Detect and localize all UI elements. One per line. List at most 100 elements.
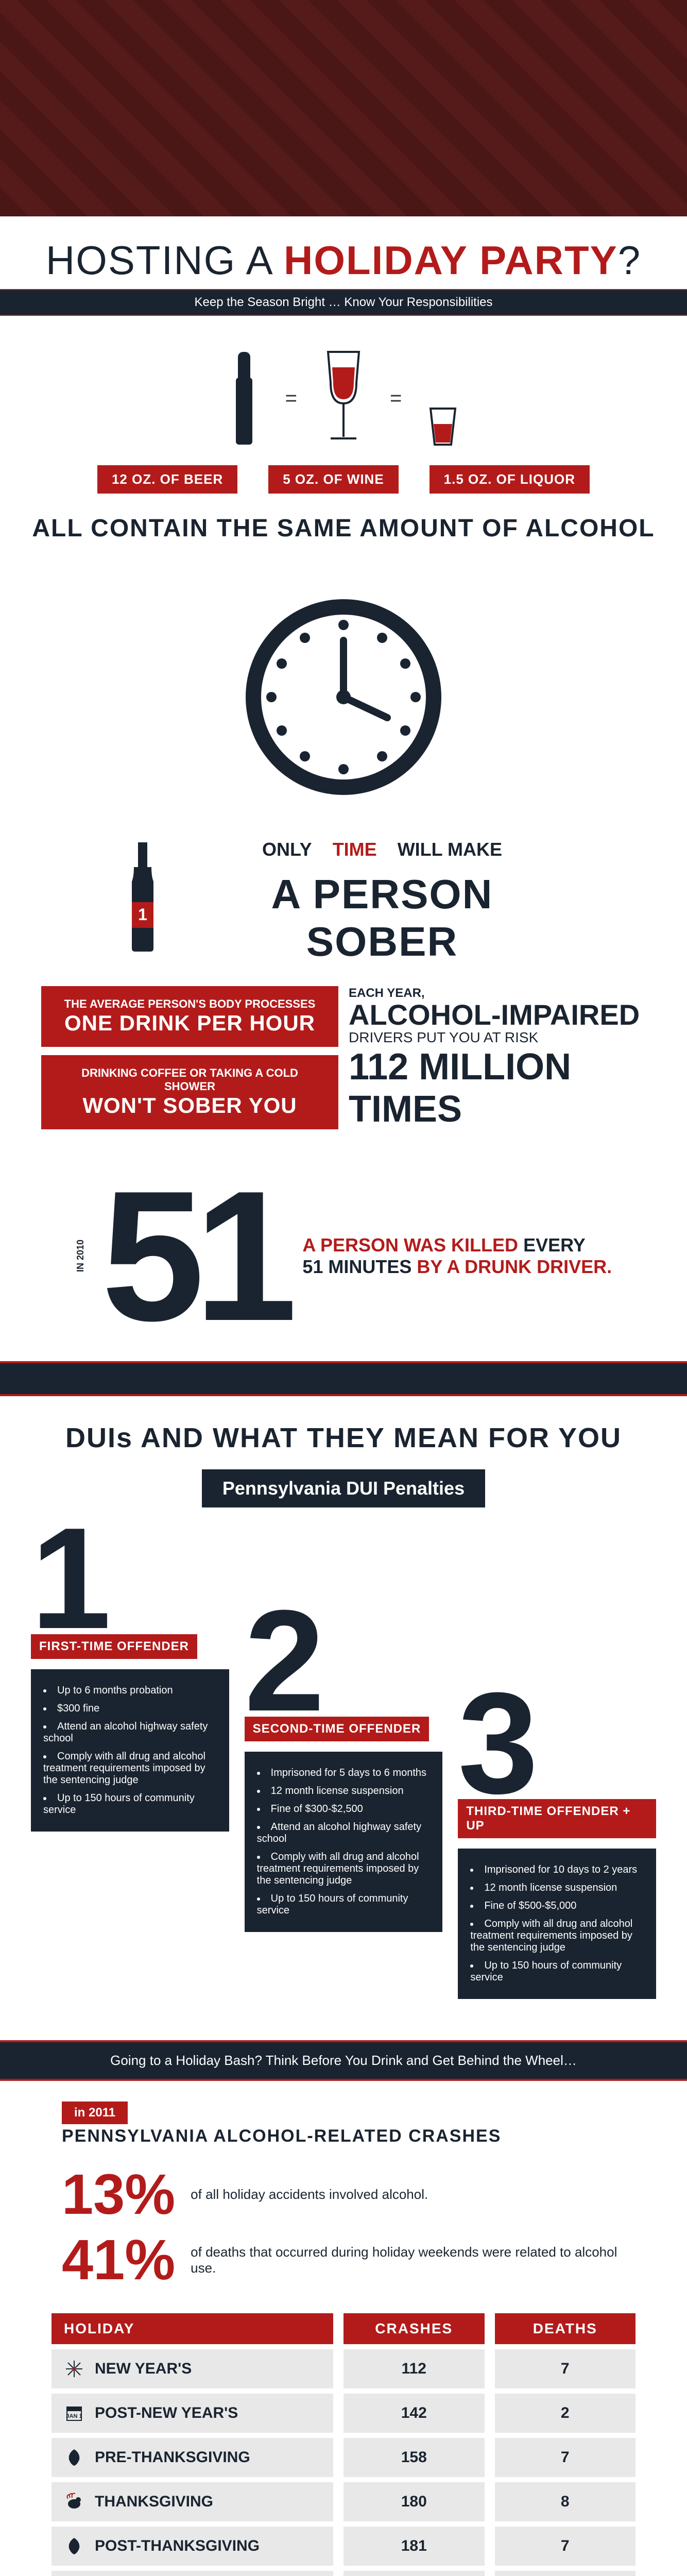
th-holiday: HOLIDAY [51, 2313, 333, 2344]
drinks-caption: ALL CONTAIN THE SAME AMOUNT OF ALCOHOL [0, 504, 687, 568]
fact-one-drink: THE AVERAGE PERSON'S BODY PROCESSES ONE … [41, 986, 338, 1047]
fact-l1-small: THE AVERAGE PERSON'S BODY PROCESSES [57, 997, 323, 1011]
table-row: PRE-CHRISTMAS 162 6 [0, 2571, 687, 2576]
cell-holiday: PRE-THANKSGIVING [51, 2438, 333, 2477]
turkey-icon [64, 2492, 84, 2512]
stat-text: of all holiday accidents involved alcoho… [191, 2187, 428, 2202]
cell-holiday: THANKSGIVING [51, 2482, 333, 2521]
penalty-item: Comply with all drug and alcohol treatme… [43, 1748, 217, 1789]
table-row: POST-THANKSGIVING 181 7 [0, 2527, 687, 2566]
cell-deaths: 7 [495, 2527, 636, 2566]
cell-deaths: 7 [495, 2349, 636, 2388]
penalty-col: 2 SECOND-TIME OFFENDER Imprisoned for 5 … [245, 1611, 443, 1932]
drink-labels: 12 OZ. OF BEER 5 OZ. OF WINE 1.5 OZ. OF … [0, 465, 687, 504]
infographic-page: HOSTING A HOLIDAY PARTY? Keep the Season… [0, 0, 687, 2576]
stat-text: of deaths that occurred during holiday w… [191, 2244, 625, 2276]
calendar-icon: JAN 1 [64, 2403, 84, 2424]
penalty-list: Imprisoned for 5 days to 6 months12 mont… [245, 1752, 443, 1932]
subtitle-band: Keep the Season Bright … Know Your Respo… [0, 289, 687, 316]
penalty-item: 12 month license suspension [470, 1879, 644, 1897]
equals-sign: = [285, 387, 297, 410]
table-row: NEW YEAR'S 112 7 [0, 2349, 687, 2388]
cell-holiday: POST-THANKSGIVING [51, 2527, 333, 2566]
table-row: THANKSGIVING 180 8 [0, 2482, 687, 2521]
svg-text:JAN 1: JAN 1 [66, 2413, 82, 2419]
cell-deaths: 8 [495, 2482, 636, 2521]
cell-crashes: 158 [343, 2438, 485, 2477]
penalty-label: THIRD-TIME OFFENDER + UP [458, 1799, 656, 1838]
hero-photo [0, 0, 687, 216]
crash-table: NEW YEAR'S 112 7 JAN 1 POST-NEW YEAR'S 1… [0, 2349, 687, 2576]
cell-holiday: PRE-CHRISTMAS [51, 2571, 333, 2576]
holiday-name: POST-THANKSGIVING [95, 2537, 260, 2555]
fact-r-l2: ALCOHOL-IMPAIRED [349, 1001, 646, 1029]
fact-r-l3: DRIVERS PUT YOU AT RISK [349, 1029, 646, 1046]
penalty-item: Comply with all drug and alcohol treatme… [257, 1848, 431, 1890]
time-label: TIME [333, 839, 377, 860]
leaf-icon [64, 2536, 84, 2556]
stat-51: IN 2010 51 A PERSON WAS KILLED EVERY 51 … [0, 1151, 687, 1361]
stat-51-text: A PERSON WAS KILLED EVERY 51 MINUTES BY … [302, 1234, 612, 1278]
dui-title: DUIs AND WHAT THEY MEAN FOR YOU [0, 1396, 687, 1469]
cell-crashes: 180 [343, 2482, 485, 2521]
will-label: WILL MAKE [398, 839, 502, 860]
fact-l2-small: DRINKING COFFEE OR TAKING A COLD SHOWER [57, 1066, 323, 1093]
fact-r-l4: 112 MILLION TIMES [349, 1046, 646, 1130]
stat-51-tc: 51 MINUTES [302, 1256, 417, 1277]
bottle-icon: 1 [125, 840, 161, 954]
stat-row: 13% of all holiday accidents involved al… [0, 2162, 687, 2227]
cell-holiday: JAN 1 POST-NEW YEAR'S [51, 2394, 333, 2433]
liquor-label: 1.5 OZ. OF LIQUOR [430, 465, 590, 494]
fact-l2-big: WON'T SOBER YOU [57, 1093, 323, 1118]
penalty-number: 3 [458, 1693, 656, 1794]
penalty-item: Up to 150 hours of community service [257, 1890, 431, 1920]
facts-grid: THE AVERAGE PERSON'S BODY PROCESSES ONE … [0, 965, 687, 1151]
penalty-item: 12 month license suspension [257, 1782, 431, 1800]
clock-icon [235, 589, 452, 805]
penalty-item: Up to 6 months probation [43, 1682, 217, 1700]
divider-band [0, 1361, 687, 1396]
title-em: HOLIDAY PARTY [284, 238, 618, 283]
title-post: ? [618, 238, 641, 283]
title-pre: HOSTING A [46, 238, 284, 283]
svg-text:1: 1 [138, 905, 147, 924]
penalty-label: FIRST-TIME OFFENDER [31, 1634, 197, 1659]
cell-crashes: 112 [343, 2349, 485, 2388]
fact-wont-sober: DRINKING COFFEE OR TAKING A COLD SHOWER … [41, 1055, 338, 1129]
cell-crashes: 162 [343, 2571, 485, 2576]
penalty-col: 3 THIRD-TIME OFFENDER + UP Imprisoned fo… [458, 1693, 656, 1999]
stat-51-number: 51 [101, 1182, 287, 1330]
penalty-item: Comply with all drug and alcohol treatme… [470, 1915, 644, 1957]
penalty-label: SECOND-TIME OFFENDER [245, 1717, 430, 1741]
main-title: HOSTING A HOLIDAY PARTY? [0, 216, 687, 289]
stat-percent: 41% [62, 2227, 175, 2293]
penalty-item: Attend an alcohol highway safety school [257, 1818, 431, 1848]
penalty-item: Up to 150 hours of community service [470, 1957, 644, 1987]
stat-51-td: BY A DRUNK DRIVER. [417, 1256, 612, 1277]
penalty-item: Fine of $500-$5,000 [470, 1897, 644, 1915]
cell-deaths: 6 [495, 2571, 636, 2576]
penalty-item: Up to 150 hours of community service [43, 1789, 217, 1819]
leaf-icon [64, 2447, 84, 2468]
bash-band: Going to a Holiday Bash? Think Before Yo… [0, 2040, 687, 2081]
penalty-col: 1 FIRST-TIME OFFENDER Up to 6 months pro… [31, 1528, 229, 1832]
bash-subtitle: PENNSYLVANIA ALCOHOL-RELATED CRASHES [0, 2124, 687, 2162]
penalty-columns: 1 FIRST-TIME OFFENDER Up to 6 months pro… [0, 1507, 687, 2040]
fact-right: EACH YEAR, ALCOHOL-IMPAIRED DRIVERS PUT … [349, 986, 646, 1130]
penalty-item: Imprisoned for 5 days to 6 months [257, 1764, 431, 1782]
stat-percent: 13% [62, 2162, 175, 2227]
shot-icon [422, 347, 463, 450]
bash-year: in 2011 [62, 2102, 128, 2124]
only-label: ONLY [262, 839, 312, 860]
penalty-item: $300 fine [43, 1700, 217, 1718]
stat-51-ta: A PERSON WAS KILLED [302, 1234, 518, 1256]
th-deaths: DEATHS [495, 2313, 636, 2344]
holiday-name: THANKSGIVING [95, 2493, 213, 2511]
clock-section [0, 568, 687, 828]
person-sober-label: A PERSON SOBER [202, 871, 562, 965]
cell-crashes: 142 [343, 2394, 485, 2433]
beer-icon [224, 347, 265, 450]
equals-sign: = [390, 387, 402, 410]
penalty-list: Up to 6 months probation$300 fineAttend … [31, 1669, 229, 1832]
wine-icon [318, 347, 369, 450]
